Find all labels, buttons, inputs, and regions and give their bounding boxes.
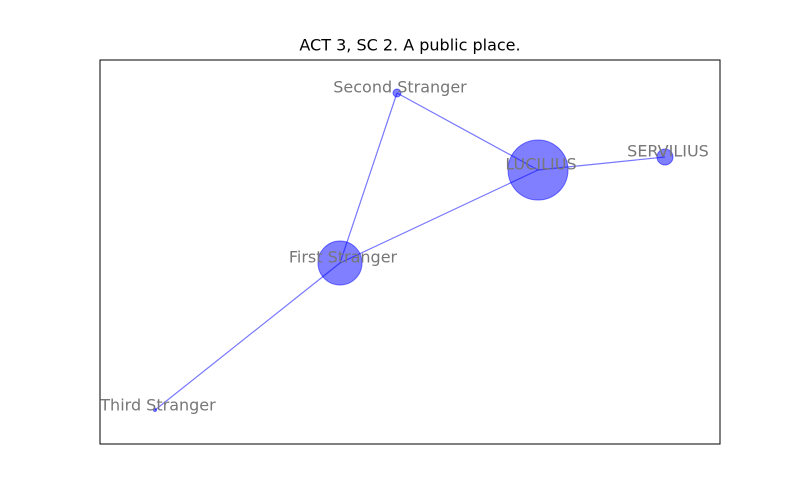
edge <box>339 92 398 264</box>
node-label: Second Stranger <box>333 78 467 97</box>
edge <box>339 169 539 264</box>
node-label: LUCILIUS <box>505 155 576 174</box>
node-label: SERVILIUS <box>627 142 709 161</box>
node-label: Third Stranger <box>99 396 216 415</box>
node <box>507 139 569 201</box>
node <box>317 240 363 286</box>
title: ACT 3, SC 2. A public place. <box>299 36 520 55</box>
node <box>656 148 674 166</box>
nodes <box>153 88 674 412</box>
node-label: First Stranger <box>289 248 398 267</box>
edge <box>154 262 341 411</box>
frame <box>99 59 721 445</box>
node <box>153 408 157 412</box>
labels: Second Stranger LUCILIUS SERVILIUS First… <box>99 78 709 415</box>
node <box>392 88 402 98</box>
